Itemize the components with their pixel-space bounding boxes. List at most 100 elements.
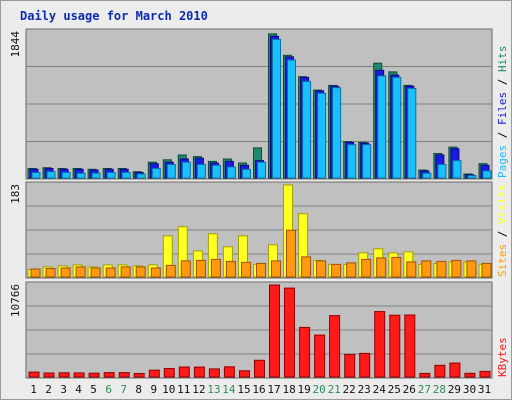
panel-hits-files-pages: 1844 Pages / Files / Hits [9, 28, 509, 180]
legend-entry-hits: Hits [496, 46, 509, 73]
day-label-31: 31 [478, 383, 491, 396]
panel-kbytes: 10766 KBytes [9, 281, 509, 379]
bar-sites-day-2 [45, 268, 56, 278]
day-label-23: 23 [358, 383, 371, 396]
day-label-25: 25 [388, 383, 401, 396]
bar-kbytes-day-12 [193, 366, 205, 378]
day-label-27: 27 [418, 383, 431, 396]
bar-pages-day-4 [76, 172, 86, 179]
day-label-28: 28 [433, 383, 446, 396]
bar-kbytes-day-11 [178, 366, 190, 378]
bar-pages-day-15 [242, 168, 251, 179]
day-label-17: 17 [267, 383, 280, 396]
bar-sites-day-14 [225, 260, 236, 278]
bar-pages-day-1 [31, 172, 41, 179]
bar-kbytes-day-15 [239, 370, 250, 378]
day-label-12: 12 [192, 383, 205, 396]
legend-separator: / [496, 125, 509, 145]
bar-kbytes-day-2 [43, 372, 55, 378]
day-label-29: 29 [448, 383, 461, 396]
bar-kbytes-day-24 [374, 311, 386, 378]
legend-separator: / [496, 224, 509, 244]
day-label-8: 8 [135, 383, 142, 396]
day-label-1: 1 [30, 383, 37, 396]
day-label-11: 11 [177, 383, 190, 396]
y-max-label: 10766 [9, 284, 22, 317]
bar-pages-day-9 [151, 168, 161, 179]
bar-kbytes-day-29 [449, 362, 461, 378]
bar-kbytes-day-18 [284, 287, 295, 378]
bar-pages-day-27 [422, 172, 432, 179]
day-label-20: 20 [312, 383, 325, 396]
legend-hits-files-pages: Pages / Files / Hits [496, 46, 509, 179]
bar-pages-day-20 [317, 92, 327, 179]
day-label-6: 6 [105, 383, 112, 396]
bar-pages-day-25 [392, 76, 402, 179]
bar-sites-day-6 [105, 267, 116, 278]
bar-pages-day-30 [467, 175, 477, 179]
bar-kbytes-day-9 [148, 369, 160, 378]
bar-pages-day-31 [482, 170, 492, 179]
bar-pages-day-13 [211, 164, 221, 179]
bar-kbytes-day-16 [254, 359, 265, 378]
bar-kbytes-day-5 [88, 372, 100, 378]
bar-sites-day-9 [150, 267, 161, 278]
bar-pages-day-26 [407, 88, 417, 179]
y-max-label: 1844 [9, 31, 22, 58]
bar-kbytes-day-20 [314, 334, 326, 378]
day-label-7: 7 [120, 383, 127, 396]
day-label-2: 2 [45, 383, 52, 396]
day-label-15: 15 [237, 383, 250, 396]
bar-pages-day-2 [46, 171, 56, 179]
chart-panels: 1844 Pages / Files / Hits 183 Sites / Visit… [9, 28, 509, 379]
bar-sites-day-24 [376, 257, 387, 278]
bar-kbytes-day-7 [118, 372, 130, 378]
bar-kbytes-day-10 [163, 368, 175, 378]
day-label-4: 4 [75, 383, 82, 396]
bar-pages-day-14 [226, 166, 236, 179]
day-label-5: 5 [90, 383, 97, 396]
day-label-21: 21 [328, 383, 341, 396]
bar-sites-day-15 [241, 261, 251, 278]
bar-sites-day-10 [165, 264, 176, 278]
bar-pages-day-17 [272, 38, 281, 179]
day-label-19: 19 [297, 383, 310, 396]
day-label-22: 22 [343, 383, 356, 396]
bar-sites-day-5 [90, 267, 101, 278]
bar-sites-day-11 [180, 260, 191, 278]
bar-pages-day-10 [166, 164, 176, 179]
day-label-18: 18 [282, 383, 295, 396]
bar-sites-day-12 [195, 259, 206, 278]
bar-kbytes-day-25 [389, 314, 401, 378]
bar-pages-day-22 [347, 144, 357, 179]
bar-kbytes-day-1 [28, 371, 40, 378]
bar-pages-day-19 [302, 80, 312, 179]
panel-visits-sites: 183 Sites / Visits [9, 181, 509, 279]
bar-sites-day-25 [391, 256, 402, 278]
bar-pages-day-6 [106, 172, 116, 179]
bar-pages-day-3 [61, 172, 71, 179]
bar-pages-day-11 [181, 161, 191, 179]
day-label-14: 14 [222, 383, 236, 396]
bar-kbytes-day-22 [344, 353, 356, 378]
legend-kbytes: KBytes [496, 337, 509, 377]
day-label-16: 16 [252, 383, 265, 396]
bar-sites-day-18 [286, 229, 296, 278]
bar-sites-day-23 [361, 258, 372, 278]
bar-kbytes-day-3 [58, 372, 70, 378]
bar-pages-day-21 [332, 87, 342, 179]
legend-entry-visits: Visits [496, 184, 509, 224]
bar-pages-day-29 [452, 160, 462, 179]
bar-kbytes-day-8 [133, 373, 145, 378]
bar-sites-day-17 [271, 260, 281, 278]
chart-title: Daily usage for March 2010 [20, 9, 208, 23]
day-label-24: 24 [373, 383, 387, 396]
bar-kbytes-day-6 [103, 372, 115, 378]
legend-entry-pages: Pages [496, 145, 509, 178]
bar-sites-day-4 [75, 266, 86, 278]
day-label-26: 26 [403, 383, 416, 396]
day-label-3: 3 [60, 383, 67, 396]
legend-separator: / [496, 72, 509, 92]
